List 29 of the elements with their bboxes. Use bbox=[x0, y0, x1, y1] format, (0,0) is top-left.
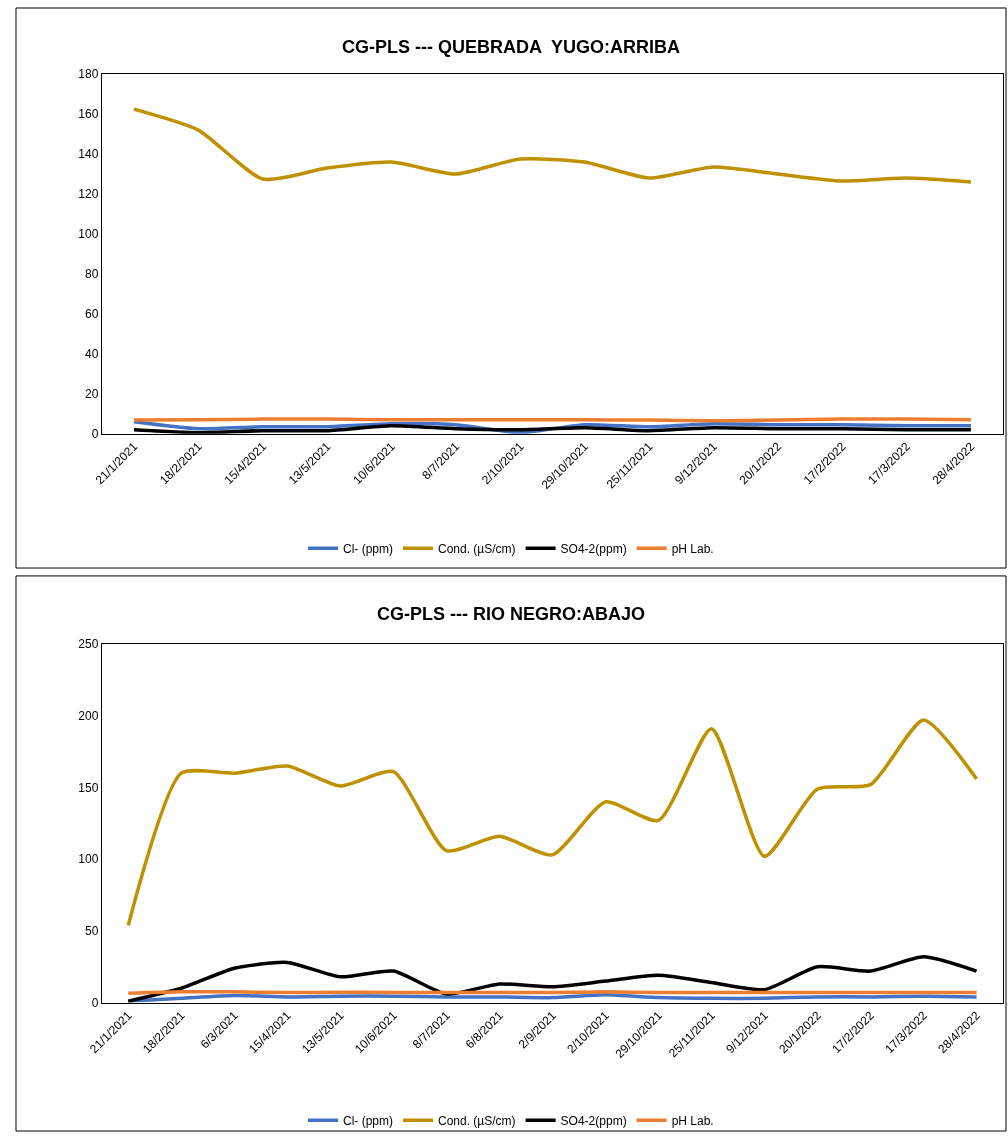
y-tick-label: 20 bbox=[85, 386, 99, 401]
y-tick-label: 160 bbox=[78, 107, 99, 122]
legend-label: pH Lab. bbox=[671, 1113, 714, 1128]
y-tick-label: 150 bbox=[78, 780, 99, 795]
y-tick-label: 100 bbox=[78, 227, 99, 242]
y-tick-label: 0 bbox=[91, 426, 99, 441]
legend-label: SO4-2(ppm) bbox=[560, 541, 627, 556]
y-tick-label: 0 bbox=[91, 995, 99, 1010]
legend-label: Cl- (ppm) bbox=[343, 1113, 393, 1128]
y-tick-label: 80 bbox=[85, 267, 99, 282]
y-tick-label: 100 bbox=[78, 852, 99, 867]
y-tick-label: 200 bbox=[78, 708, 99, 723]
legend-label: Cond. (µS/cm) bbox=[438, 1113, 516, 1128]
line-series bbox=[126, 718, 979, 927]
y-tick-label: 40 bbox=[85, 346, 99, 361]
legend-label: Cond. (µS/cm) bbox=[438, 541, 516, 556]
y-tick-label: 50 bbox=[85, 924, 99, 939]
legend-label: pH Lab. bbox=[671, 541, 714, 556]
chart-title: CG-PLS --- RIO NEGRO:ABAJO bbox=[377, 604, 645, 624]
y-tick-label: 120 bbox=[78, 187, 99, 202]
chart-title: CG-PLS --- QUEBRADA YUGO:ARRIBA bbox=[342, 37, 680, 57]
y-tick-label: 140 bbox=[78, 147, 99, 162]
legend-label: SO4-2(ppm) bbox=[560, 1113, 627, 1128]
line-series bbox=[132, 419, 973, 434]
legend-label: Cl- (ppm) bbox=[343, 541, 393, 556]
y-tick-label: 250 bbox=[78, 637, 99, 652]
y-tick-label: 180 bbox=[78, 67, 99, 82]
line-series bbox=[132, 107, 973, 184]
y-tick-label: 60 bbox=[85, 307, 99, 322]
